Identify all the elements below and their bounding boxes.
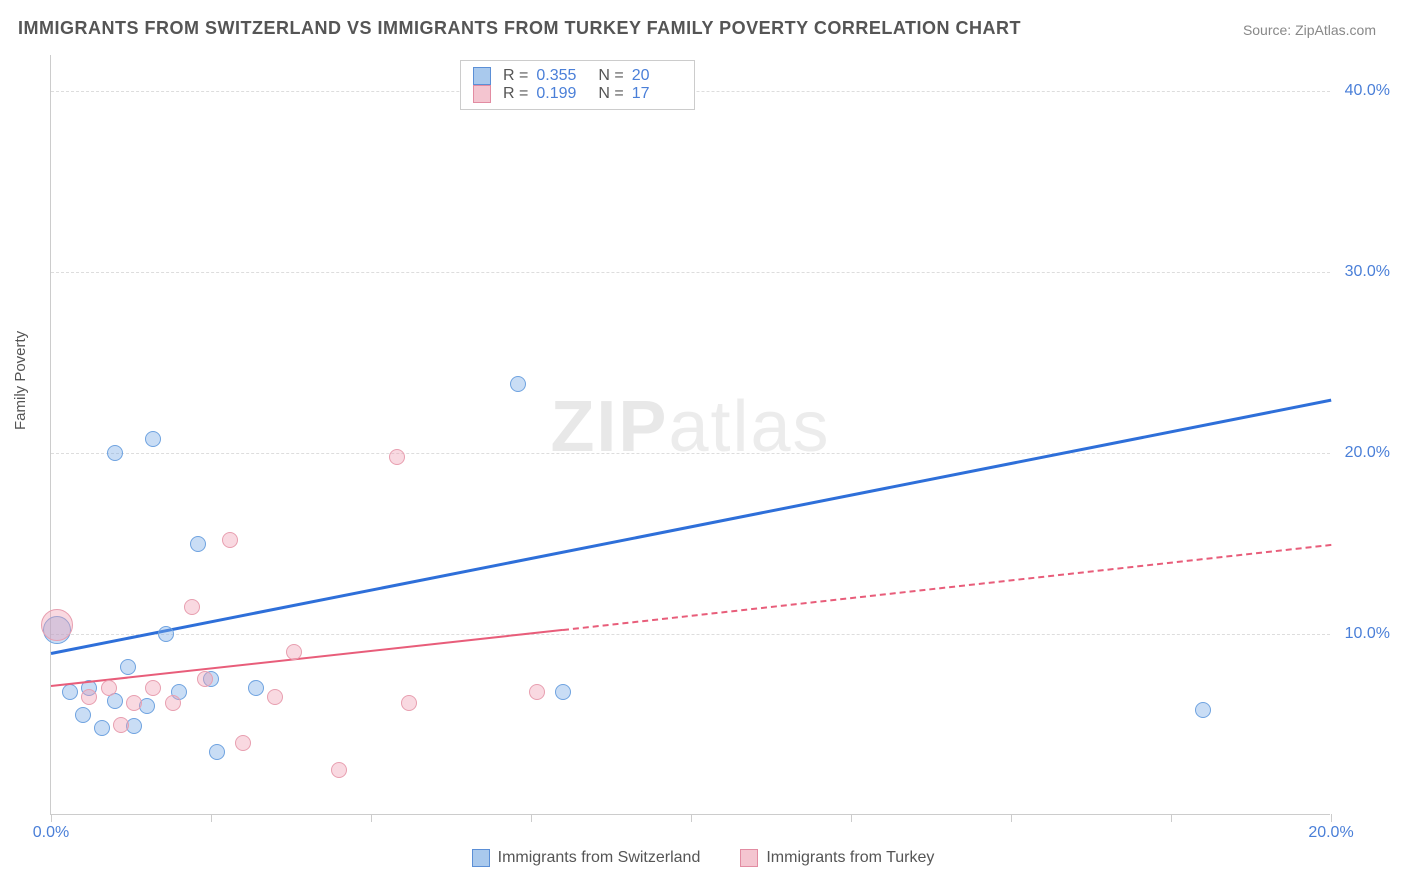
chart-title: IMMIGRANTS FROM SWITZERLAND VS IMMIGRANT…: [18, 18, 1021, 39]
data-point: [389, 449, 405, 465]
legend-row: R = 0.199 N = 17: [473, 85, 682, 103]
data-point: [41, 609, 73, 641]
y-axis-label: Family Poverty: [12, 331, 29, 430]
data-point: [75, 707, 91, 723]
plot-area: ZIPatlas 10.0%20.0%30.0%40.0%0.0%20.0%: [50, 55, 1330, 815]
data-point: [286, 644, 302, 660]
x-tick: [1011, 814, 1012, 822]
x-tick: [1171, 814, 1172, 822]
gridline: [51, 453, 1330, 454]
y-tick-label: 10.0%: [1345, 625, 1390, 643]
data-point: [401, 695, 417, 711]
data-point: [1195, 702, 1211, 718]
data-point: [145, 680, 161, 696]
data-point: [197, 671, 213, 687]
data-point: [510, 376, 526, 392]
data-point: [529, 684, 545, 700]
source-label: Source: ZipAtlas.com: [1243, 22, 1376, 38]
r-label: R =: [503, 67, 528, 85]
r-label: R =: [503, 85, 528, 103]
legend-swatch: [472, 849, 490, 867]
x-tick-label: 20.0%: [1308, 824, 1353, 842]
x-tick-label: 0.0%: [33, 824, 69, 842]
x-tick: [531, 814, 532, 822]
gridline: [51, 272, 1330, 273]
correlation-legend: R = 0.355 N = 20 R = 0.199 N = 17: [460, 60, 695, 110]
n-value: 20: [632, 67, 682, 85]
x-tick: [211, 814, 212, 822]
data-point: [81, 689, 97, 705]
gridline: [51, 634, 1330, 635]
data-point: [190, 536, 206, 552]
data-point: [62, 684, 78, 700]
n-label: N =: [598, 67, 623, 85]
data-point: [120, 659, 136, 675]
legend-swatch: [473, 85, 491, 103]
data-point: [331, 762, 347, 778]
n-value: 17: [632, 85, 682, 103]
data-point: [145, 431, 161, 447]
legend-label: Immigrants from Switzerland: [498, 849, 701, 867]
n-label: N =: [598, 85, 623, 103]
data-point: [222, 532, 238, 548]
y-tick-label: 30.0%: [1345, 263, 1390, 281]
y-tick-label: 20.0%: [1345, 444, 1390, 462]
data-point: [267, 689, 283, 705]
data-point: [555, 684, 571, 700]
data-point: [165, 695, 181, 711]
legend-swatch: [740, 849, 758, 867]
data-point: [158, 626, 174, 642]
legend-item: Immigrants from Switzerland: [472, 849, 701, 867]
data-point: [248, 680, 264, 696]
r-value: 0.199: [536, 85, 586, 103]
data-point: [126, 695, 142, 711]
trend-line: [563, 544, 1331, 631]
legend-swatch: [473, 67, 491, 85]
data-point: [101, 680, 117, 696]
legend-row: R = 0.355 N = 20: [473, 67, 682, 85]
data-point: [94, 720, 110, 736]
x-tick: [51, 814, 52, 822]
data-point: [209, 744, 225, 760]
watermark: ZIPatlas: [550, 385, 830, 467]
x-tick: [851, 814, 852, 822]
legend-item: Immigrants from Turkey: [740, 849, 934, 867]
data-point: [184, 599, 200, 615]
data-point: [113, 717, 129, 733]
x-tick: [691, 814, 692, 822]
legend-label: Immigrants from Turkey: [766, 849, 934, 867]
y-tick-label: 40.0%: [1345, 82, 1390, 100]
x-tick: [371, 814, 372, 822]
series-legend: Immigrants from Switzerland Immigrants fr…: [0, 849, 1406, 867]
r-value: 0.355: [536, 67, 586, 85]
data-point: [107, 445, 123, 461]
x-tick: [1331, 814, 1332, 822]
data-point: [235, 735, 251, 751]
